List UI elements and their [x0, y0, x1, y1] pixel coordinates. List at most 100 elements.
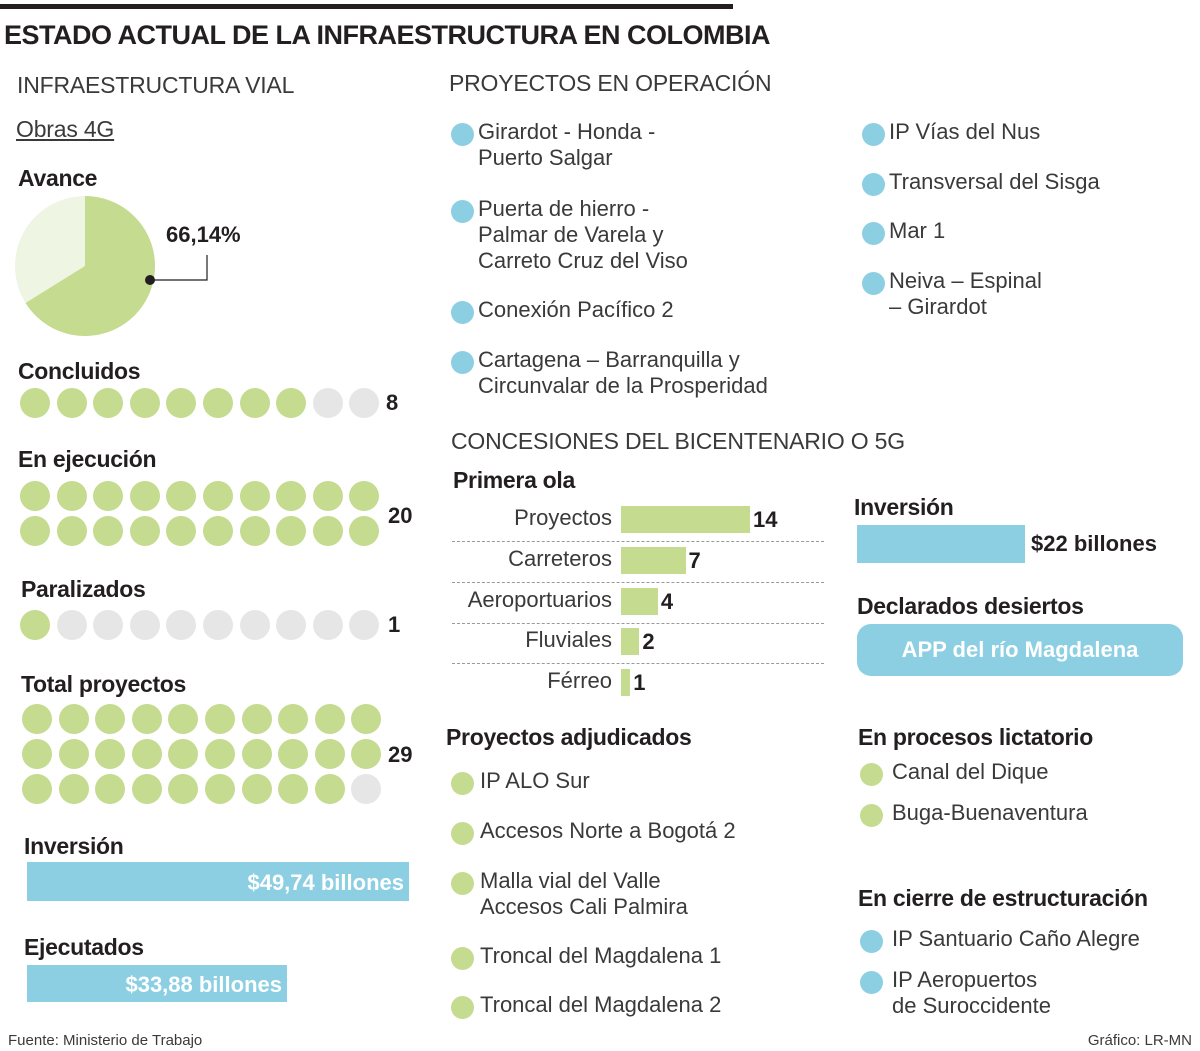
list-item-text: IP ALO Sur — [480, 768, 590, 793]
bar-value-label: 1 — [633, 670, 646, 695]
dot-filled — [239, 481, 270, 511]
dot-filled — [314, 739, 345, 769]
dot-filled — [22, 739, 52, 769]
dot-filled — [239, 516, 270, 546]
list-item-text: Accesos Norte a Bogotá 2 — [480, 818, 736, 843]
footer-source: Fuente: Ministerio de Trabajo — [8, 1032, 203, 1049]
inversion-5g-heading: Inversión — [854, 494, 954, 520]
dot-filled — [22, 704, 52, 734]
dot-filled — [278, 704, 309, 734]
list-item-text: de Suroccidente — [892, 993, 1051, 1018]
dot-empty — [203, 610, 233, 640]
en-ejecucion-count: 20 — [388, 503, 413, 528]
bar-separator — [452, 541, 824, 542]
dot-filled — [129, 388, 160, 418]
bar-separator — [452, 623, 824, 624]
dot-filled — [166, 516, 197, 546]
bullet-dot — [860, 930, 883, 953]
dot-filled — [166, 388, 197, 418]
list-item-text: IP Aeropuertos — [892, 967, 1038, 992]
dot-filled — [93, 388, 124, 418]
bar-mark — [621, 628, 640, 655]
list-item-text: Circunvalar de la Prosperidad — [478, 373, 768, 398]
dot-empty — [351, 774, 382, 804]
dot-filled — [205, 774, 235, 804]
dot-filled — [56, 516, 87, 546]
paralizados-count: 1 — [388, 612, 401, 637]
section-concesiones: CONCESIONES DEL BICENTENARIO O 5G — [451, 428, 905, 454]
primera-ola-bar-chart: Proyectos 14 Carreteros 7 Aeroportuarios 4 Flu… — [0, 0, 824, 696]
paralizados-dots — [20, 610, 390, 642]
dot-empty — [276, 610, 307, 640]
dot-filled — [241, 739, 272, 769]
bar-mark — [621, 547, 686, 574]
dot-filled — [314, 704, 345, 734]
dot-filled — [278, 739, 309, 769]
ejecutados-heading: Ejecutados — [24, 934, 144, 960]
bullet-dot — [860, 763, 883, 786]
inversion-5g-bar — [857, 525, 1025, 563]
bullet-dot — [451, 200, 474, 223]
total-proyectos-count: 29 — [388, 742, 413, 767]
pie-leader-line — [150, 255, 208, 281]
bullet-dot — [451, 822, 474, 845]
bar-mark — [621, 506, 750, 533]
estructuracion-heading: En cierre de estructuración — [858, 885, 1148, 911]
bullet-dot — [860, 804, 883, 827]
dot-empty — [312, 388, 343, 418]
dot-filled — [276, 388, 307, 418]
dot-filled — [95, 774, 126, 804]
pie-leader-dot — [145, 275, 155, 285]
bar-value-label: 14 — [753, 507, 778, 532]
dot-filled — [58, 774, 89, 804]
dot-filled — [93, 481, 124, 511]
subsection-obras-4g: Obras 4G — [16, 116, 115, 142]
bar-category-label: Aeroportuarios — [467, 587, 612, 612]
bar-separator — [452, 663, 824, 664]
paralizados-heading: Paralizados — [21, 576, 146, 602]
list-item-text: Carreto Cruz del Viso — [478, 248, 688, 273]
dot-empty — [312, 610, 343, 640]
dot-filled — [314, 774, 345, 804]
list-item-text: Buga-Buenaventura — [892, 800, 1088, 825]
dot-empty — [129, 610, 160, 640]
dot-empty — [56, 610, 87, 640]
dot-filled — [58, 739, 89, 769]
bar-category-label: Fluviales — [525, 627, 612, 652]
licitatorio-heading: En procesos lictatorio — [858, 724, 1093, 750]
concluidos-dots — [20, 388, 390, 420]
dot-filled — [276, 481, 307, 511]
list-item-text: Troncal del Magdalena 1 — [480, 943, 722, 968]
section-proyectos-operacion: PROYECTOS EN OPERACIÓN — [449, 70, 772, 96]
bar-separator — [452, 582, 824, 583]
concluidos-heading: Concluidos — [18, 358, 141, 384]
avance-value-label: 66,14% — [166, 222, 241, 247]
list-item-text: Conexión Pacífico 2 — [478, 297, 674, 322]
dot-filled — [349, 481, 380, 511]
en-ejecucion-heading: En ejecución — [18, 446, 157, 472]
dot-filled — [95, 704, 126, 734]
dot-filled — [203, 388, 233, 418]
bar-value-label: 2 — [642, 629, 655, 654]
dot-empty — [239, 610, 270, 640]
bullet-dot — [862, 123, 885, 146]
dot-filled — [56, 481, 87, 511]
bar-mark — [621, 669, 631, 696]
dot-filled — [20, 610, 50, 640]
list-item-text: Palmar de Varela y — [478, 222, 664, 247]
primera-ola-heading: Primera ola — [453, 467, 575, 493]
dot-filled — [205, 739, 235, 769]
list-item-text: IP Santuario Caño Alegre — [892, 926, 1140, 951]
ejecutados-bar: $33,88 billones — [27, 965, 287, 1002]
bar-category-label: Carreteros — [508, 546, 612, 571]
list-item-text: Mar 1 — [889, 218, 946, 243]
dot-filled — [131, 704, 162, 734]
dot-filled — [168, 739, 199, 769]
dot-filled — [351, 704, 382, 734]
ejecutados-value: $33,88 billones — [125, 972, 282, 997]
desiertos-heading: Declarados desiertos — [857, 593, 1084, 619]
bullet-dot — [862, 272, 885, 295]
dot-filled — [349, 516, 380, 546]
title-rule — [0, 4, 733, 9]
dot-filled — [20, 481, 50, 511]
